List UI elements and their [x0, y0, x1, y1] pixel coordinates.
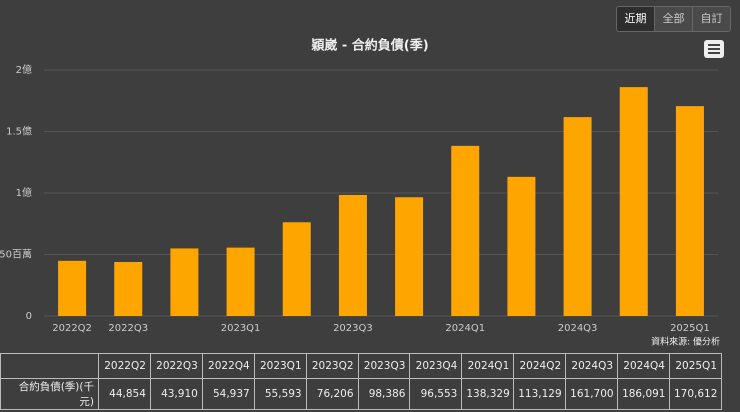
data-table: 2022Q2 2022Q3 2022Q4 2023Q1 2023Q2 2023Q3 2023… [0, 353, 723, 410]
y-tick-label: 2億 [16, 63, 32, 76]
bar [170, 248, 199, 316]
value-cell: 55,593 [253, 378, 307, 410]
value-cell: 43,910 [149, 378, 203, 410]
x-tick-label: 2022Q2 [52, 323, 92, 334]
bar [619, 87, 648, 317]
bar [282, 222, 311, 316]
value-cell: 98,386 [357, 378, 411, 410]
x-tick-label: 2023Q1 [221, 323, 261, 334]
bar [563, 117, 592, 316]
header-cell: 2023Q2 [305, 353, 359, 379]
row-label: 合約負債(季)(千元) [0, 378, 99, 410]
range-button[interactable]: 近期 [617, 7, 654, 31]
source: 資料來源: 優分析 [651, 336, 720, 348]
bar [675, 106, 704, 316]
value-cell: 161,700 [565, 378, 619, 410]
range-buttons: 近期 全部 自訂 [616, 6, 731, 32]
value-cell: 170,612 [668, 378, 723, 410]
y-tick-label: 1.5億 [6, 125, 32, 138]
value-cell: 138,329 [461, 378, 515, 410]
bar [226, 247, 255, 316]
x-tick-label: 2024Q3 [558, 323, 598, 334]
range-button[interactable]: 自訂 [692, 7, 730, 31]
value-cell: 113,129 [513, 378, 567, 410]
corner-cell [0, 353, 99, 379]
header-cell: 2024Q4 [617, 353, 670, 379]
bar [338, 194, 367, 316]
header-cell: 2023Q1 [253, 353, 307, 379]
x-tick-label: 2025Q1 [670, 323, 710, 334]
header-cell: 2024Q2 [513, 353, 567, 379]
header-cell: 2025Q1 [668, 353, 723, 379]
bar [58, 260, 87, 316]
header-cell: 2023Q4 [409, 353, 463, 379]
x-tick-label: 2022Q3 [108, 323, 148, 334]
value-cell: 54,937 [201, 378, 255, 410]
value-cell: 186,091 [617, 378, 670, 410]
value-cell: 44,854 [98, 378, 151, 410]
chart: 穎崴 - 合約負債(季) 資料來源: 優分析 0 50百萬 1億 1.5億 2億 2022… [0, 38, 724, 348]
chart-title: 穎崴 - 合約負債(季) [311, 38, 428, 54]
header-cell: 2024Q3 [565, 353, 619, 379]
header-cell: 2022Q2 [98, 353, 151, 379]
x-tick-label: 2023Q3 [333, 323, 373, 334]
bar [395, 197, 424, 316]
y-tick-label: 1億 [16, 186, 32, 199]
bar [114, 261, 143, 316]
header-cell: 2023Q3 [357, 353, 411, 379]
y-tick-label: 0 [26, 311, 32, 322]
header-cell: 2022Q4 [201, 353, 255, 379]
value-cell: 96,553 [409, 378, 463, 410]
x-tick-label: 2024Q1 [445, 323, 485, 334]
bar [507, 176, 536, 316]
header-cell: 2022Q3 [149, 353, 203, 379]
bar [451, 145, 480, 316]
range-button[interactable]: 全部 [654, 7, 692, 31]
header-cell: 2024Q1 [461, 353, 515, 379]
menu-icon[interactable] [704, 40, 724, 58]
value-cell: 76,206 [305, 378, 359, 410]
y-tick-label: 50百萬 [0, 248, 32, 261]
